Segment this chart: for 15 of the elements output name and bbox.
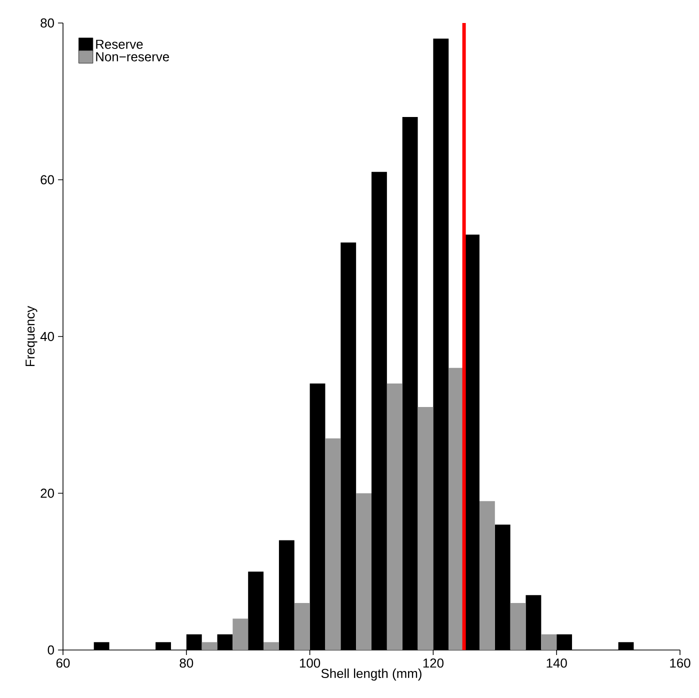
y-tick-label: 80 xyxy=(40,18,54,28)
x-tick-label: 80 xyxy=(180,658,194,668)
x-tick-label: 140 xyxy=(546,658,567,668)
y-tick-label: 20 xyxy=(40,488,54,498)
x-axis-title: Shell length (mm) xyxy=(321,668,422,681)
y-tick-label: 40 xyxy=(40,332,54,342)
y-tick-label: 0 xyxy=(48,645,54,655)
y-tick-label: 60 xyxy=(40,175,54,184)
x-tick-label: 120 xyxy=(423,658,444,668)
y-axis-title: Frequency xyxy=(26,306,38,366)
legend-label: Non−reserve xyxy=(96,52,170,62)
legend-label: Reserve xyxy=(96,40,143,49)
x-tick-label: 100 xyxy=(300,658,320,668)
x-tick-label: 60 xyxy=(56,658,70,668)
x-tick-label: 160 xyxy=(670,658,690,668)
